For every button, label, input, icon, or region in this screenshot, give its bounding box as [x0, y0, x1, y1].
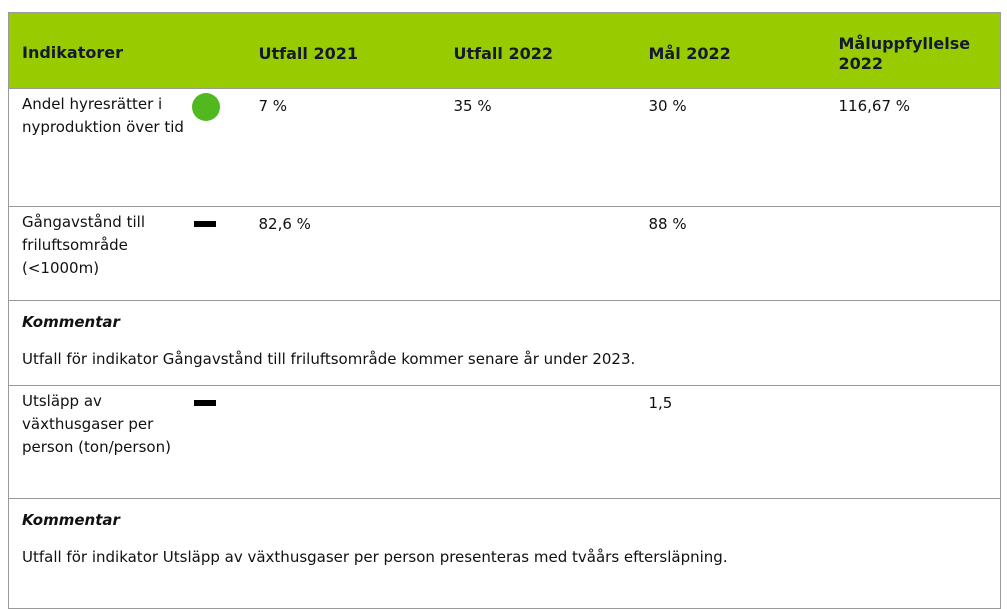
comment-label: Kommentar: [22, 511, 120, 529]
comment-row: Kommentar Utfall för indikator Utsläpp av…: [8, 499, 1001, 609]
header-cell: Måluppfyllelse 2022: [838, 33, 971, 73]
empty-cell: [821, 207, 1001, 301]
indicator-row: Gångavstånd till friluftsområde (<1000m)…: [8, 207, 1001, 301]
empty-cell: [436, 207, 631, 301]
status-bar: [193, 221, 216, 227]
value-cell: 35 %: [453, 97, 492, 115]
value-cell: 30 %: [648, 97, 687, 115]
comment-cell: Kommentar Utfall för indikator Gångavstån…: [9, 301, 1001, 386]
empty-cell: [436, 386, 631, 499]
value-cell: 82,6 %: [258, 215, 311, 233]
value-cell: 1,5: [648, 394, 673, 412]
comment-text: Utfall för indikator Utsläpp av växthusg…: [22, 548, 728, 566]
indicator-row: Andel hyresrätter i nyproduktion över ti…: [8, 89, 1001, 207]
status-icon: [193, 221, 216, 227]
value-cell: 7 %: [258, 97, 288, 115]
header-row: Indikatorer Utfall 2021 Utfall 2022 Mål 202…: [8, 12, 1001, 89]
value-cell: 88 %: [648, 215, 687, 233]
empty-cell: [821, 386, 1001, 499]
header-cell: Utfall 2022: [453, 43, 553, 63]
indicator-row: Utsläpp av växthusgaser per person (ton/…: [8, 386, 1001, 499]
status-bar: [193, 400, 216, 406]
header-cell: Mål 2022: [648, 43, 731, 63]
indicator-name: Gångavstånd till friluftsområde (<1000m): [22, 213, 145, 277]
status-cell: [191, 207, 241, 301]
indicator-name: Utsläpp av växthusgaser per person (ton/…: [22, 392, 171, 456]
status-cell: [191, 386, 241, 499]
value-cell: 116,67 %: [838, 97, 911, 115]
status-circle: [191, 93, 220, 121]
page: Indikatorer Utfall 2021 Utfall 2022 Mål 202…: [8, 12, 1001, 609]
comment-label: Kommentar: [22, 313, 120, 331]
status-icon: [193, 400, 216, 406]
comment-cell: Kommentar Utfall för indikator Utsläpp av…: [9, 499, 1001, 609]
header-cell: Indikatorer: [22, 42, 123, 62]
status-cell: [191, 89, 241, 207]
header-cell: Utfall 2021: [258, 43, 358, 63]
comment-row: Kommentar Utfall för indikator Gångavstån…: [8, 301, 1001, 386]
comment-text: Utfall för indikator Gångavstånd till fr…: [22, 350, 636, 368]
indicator-name: Andel hyresrätter i nyproduktion över ti…: [22, 95, 184, 136]
empty-cell: [241, 386, 436, 499]
status-icon: [191, 93, 220, 121]
indicator-table: Indikatorer Utfall 2021 Utfall 2022 Mål 202…: [8, 12, 1001, 609]
